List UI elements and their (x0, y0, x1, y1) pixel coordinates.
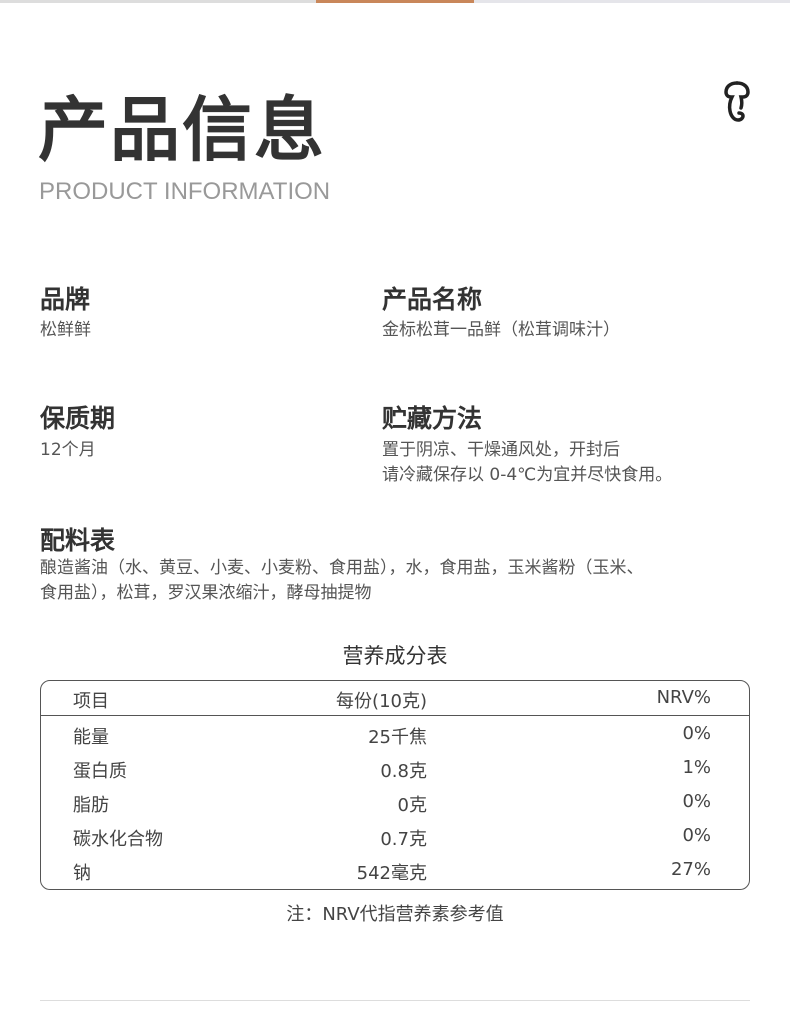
table-cell: 0克 (397, 795, 427, 816)
table-cell: 钠 (73, 863, 91, 884)
product-name-label: 产品名称 (382, 285, 483, 314)
table-cell: 0.7克 (380, 829, 427, 850)
top-image-strip (0, 0, 790, 3)
ingredients-value: 酿造酱油（水、黄豆、小麦、小麦粉、食用盐），水，食用盐，玉米酱粉（玉米、 食用盐… (40, 556, 644, 606)
divider (40, 1000, 750, 1001)
table-header: 项目 每份(10克) NRV% (41, 681, 749, 715)
table-row: 钠 542毫克 27% (41, 853, 749, 887)
table-cell: 蛋白质 (73, 761, 127, 782)
nutrition-table: 项目 每份(10克) NRV% 能量 25千焦 0% 蛋白质 0.8克 1% 脂肪 0克 0% 碳… (40, 680, 750, 890)
page-title: 产品信息 (38, 89, 326, 171)
table-cell: 27% (670, 859, 711, 880)
brand-label: 品牌 (40, 285, 91, 314)
shelf-life-label: 保质期 (40, 404, 116, 433)
ingredients-line: 酿造酱油（水、黄豆、小麦、小麦粉、食用盐），水，食用盐，玉米酱粉（玉米、 (40, 558, 644, 578)
page-subtitle: PRODUCT INFORMATION (39, 178, 331, 205)
table-cell: 542毫克 (356, 863, 427, 884)
header-nrv: NRV% (656, 687, 711, 708)
shelf-life-value: 12个月 (40, 440, 96, 460)
table-row: 蛋白质 0.8克 1% (41, 751, 749, 785)
header-per-serving: 每份(10克) (336, 691, 427, 712)
table-cell: 25千焦 (368, 727, 427, 748)
table-cell: 0% (682, 723, 711, 744)
brand-value: 松鲜鲜 (40, 320, 91, 340)
mushroom-outline-icon (724, 81, 750, 122)
table-cell: 脂肪 (73, 795, 109, 816)
table-row: 碳水化合物 0.7克 0% (41, 819, 749, 853)
table-cell: 0% (682, 791, 711, 812)
ingredients-line: 食用盐），松茸，罗汉果浓缩汁，酵母抽提物 (40, 583, 372, 603)
table-cell: 0.8克 (380, 761, 427, 782)
table-cell: 1% (682, 757, 711, 778)
storage-value: 置于阴凉、干燥通风处，开封后 请冷藏保存以 0-4℃为宜并尽快食用。 (382, 438, 672, 488)
table-cell: 碳水化合物 (73, 829, 163, 850)
nutrition-title: 营养成分表 (342, 644, 448, 668)
storage-label: 贮藏方法 (382, 404, 483, 433)
table-cell: 0% (682, 825, 711, 846)
product-name-value: 金标松茸一品鲜（松茸调味汁） (382, 320, 620, 340)
header-item: 项目 (73, 691, 109, 712)
table-cell: 能量 (73, 727, 109, 748)
ingredients-label: 配料表 (40, 526, 116, 555)
table-row: 能量 25千焦 0% (41, 717, 749, 751)
table-row: 脂肪 0克 0% (41, 785, 749, 819)
nutrition-note: 注：NRV代指营养素参考值 (286, 904, 504, 925)
divider (41, 715, 749, 716)
storage-line: 置于阴凉、干燥通风处，开封后 (382, 440, 620, 460)
storage-line: 请冷藏保存以 0-4℃为宜并尽快食用。 (382, 465, 673, 485)
